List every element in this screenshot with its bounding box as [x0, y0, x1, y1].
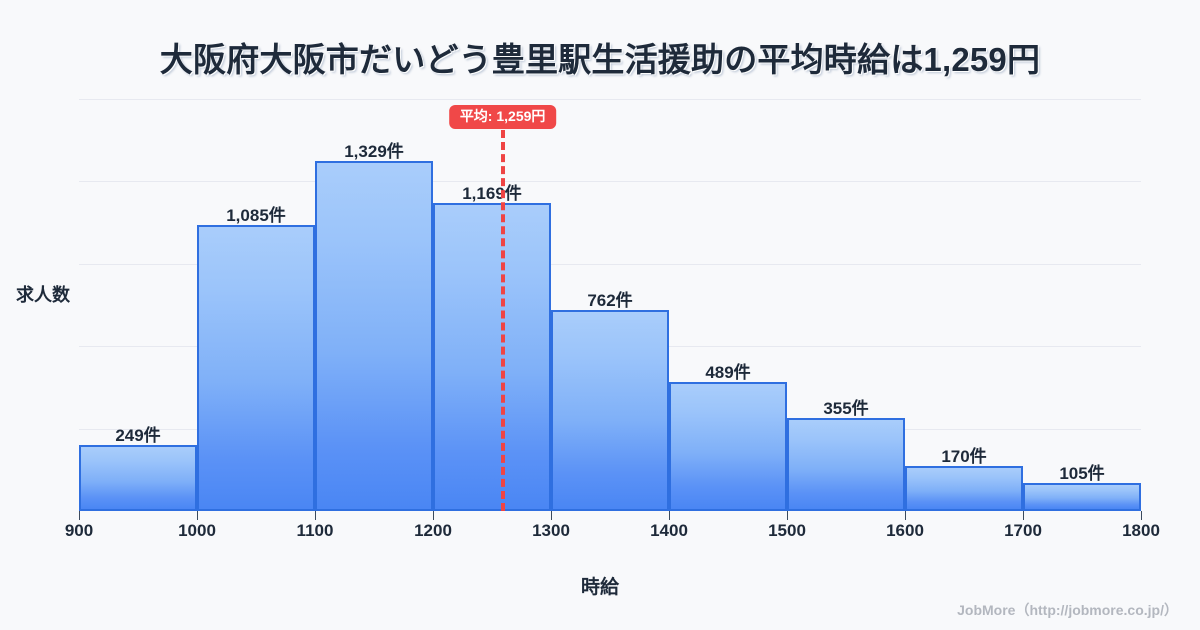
x-axis-tick-label: 1400 [650, 521, 688, 540]
gridline [79, 263, 1141, 265]
x-axis-tick [315, 511, 316, 520]
watermark-credit: JobMore（http://jobmore.co.jp/） [957, 602, 1178, 618]
page-title: 大阪府大阪市だいどう豊里駅生活援助の平均時給は1,259円 [159, 41, 1041, 78]
axis-baseline [79, 509, 1141, 511]
bar-value-label: 170件 [941, 447, 987, 467]
bar[interactable] [551, 310, 669, 511]
bar[interactable] [1023, 483, 1141, 511]
x-axis-tick [433, 511, 434, 520]
bar[interactable] [669, 382, 787, 511]
bar[interactable] [433, 203, 551, 511]
y-axis-title: 求人数 [16, 285, 70, 305]
bar-value-label: 1,169件 [462, 184, 522, 204]
bar-value-label: 1,329件 [344, 142, 404, 162]
x-axis-tick [551, 511, 552, 520]
x-axis-tick-label: 1700 [1004, 521, 1042, 540]
bar[interactable] [905, 466, 1023, 511]
x-axis-tick-label: 1100 [296, 521, 334, 540]
x-axis-tick-label: 1000 [178, 521, 216, 540]
plot-area [79, 99, 1141, 511]
x-axis-tick [905, 511, 906, 520]
bar[interactable] [787, 417, 905, 511]
gridline [79, 181, 1141, 183]
x-axis-tick-label: 900 [64, 521, 94, 540]
gridline [79, 99, 1141, 100]
bar-value-label: 355件 [823, 398, 869, 418]
x-axis-title: 時給 [580, 577, 619, 598]
x-axis-tick [197, 511, 198, 520]
bar-value-label: 1,085件 [226, 206, 286, 226]
bar-value-label: 249件 [115, 426, 161, 446]
bar-value-label: 762件 [587, 291, 633, 311]
x-axis-tick [1023, 511, 1024, 520]
x-axis-tick-label: 1500 [768, 521, 806, 540]
average-line [500, 130, 505, 511]
bar[interactable] [79, 445, 197, 511]
x-axis-tick [669, 511, 670, 520]
x-axis-tick-label: 1200 [414, 521, 452, 540]
x-axis-tick-label: 1300 [532, 521, 570, 540]
bar-value-label: 105件 [1059, 464, 1105, 484]
bar[interactable] [197, 225, 315, 511]
average-badge: 平均: 1,259円 [448, 105, 557, 130]
x-axis-tick-label: 1800 [1122, 521, 1160, 540]
x-axis-tick [787, 511, 788, 520]
x-axis-tick [79, 511, 80, 520]
bar[interactable] [315, 161, 433, 511]
x-axis-tick-label: 1600 [886, 521, 924, 540]
bar-value-label: 489件 [705, 363, 751, 383]
x-axis-tick [1141, 511, 1142, 520]
